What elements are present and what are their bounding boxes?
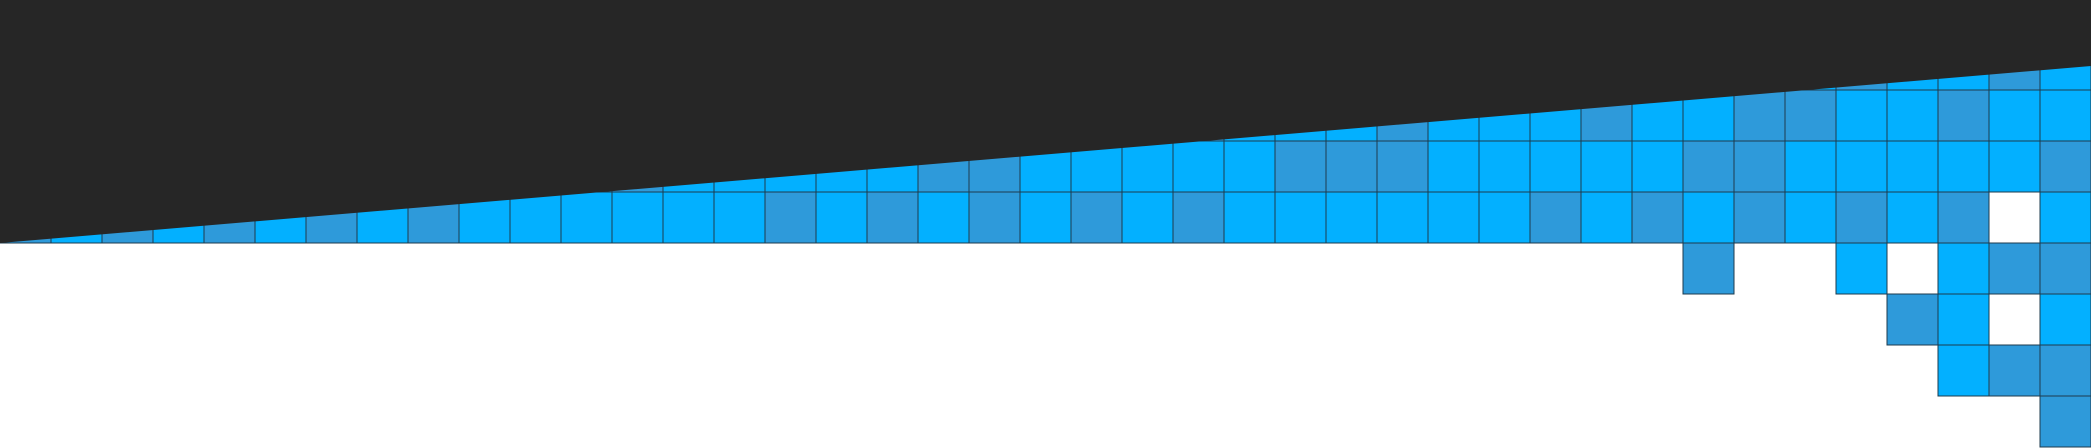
cell <box>1733 89 1786 142</box>
cell <box>1988 140 2041 193</box>
cell <box>1019 191 1072 244</box>
cell <box>1223 140 1276 193</box>
cell <box>1886 89 1939 142</box>
cell <box>917 191 970 244</box>
cell <box>1784 89 1837 142</box>
cell <box>866 191 919 244</box>
cell <box>1274 140 1327 193</box>
cell <box>1937 344 1990 397</box>
cell <box>2039 89 2091 142</box>
cell <box>713 191 766 244</box>
cell <box>1121 191 1174 244</box>
cell <box>1580 191 1633 244</box>
cell <box>1937 140 1990 193</box>
cell <box>1376 191 1429 244</box>
cell <box>611 191 664 244</box>
cell <box>1172 140 1225 193</box>
cell <box>2039 140 2091 193</box>
cell <box>509 191 562 244</box>
cell <box>1682 191 1735 244</box>
cell <box>1784 140 1837 193</box>
cell <box>1835 191 1888 244</box>
cell <box>1682 140 1735 193</box>
cell <box>1478 191 1531 244</box>
cell <box>1427 140 1480 193</box>
cell <box>1886 140 1939 193</box>
cell <box>1988 293 2041 346</box>
cell <box>1988 191 2041 244</box>
cell <box>968 191 1021 244</box>
cell <box>1937 293 1990 346</box>
cell <box>1631 191 1684 244</box>
cell <box>1223 191 1276 244</box>
cell <box>1733 191 1786 244</box>
cell <box>1835 89 1888 142</box>
cell <box>1121 140 1174 193</box>
cell <box>1784 191 1837 244</box>
cell <box>1835 242 1888 295</box>
cell <box>1529 140 1582 193</box>
cell <box>1478 140 1531 193</box>
cell <box>560 191 613 244</box>
cell <box>1325 140 1378 193</box>
cell <box>1631 140 1684 193</box>
cell <box>1070 191 1123 244</box>
cell <box>1172 191 1225 244</box>
cell <box>764 191 817 244</box>
cell <box>1274 191 1327 244</box>
cell <box>2039 293 2091 346</box>
cell <box>1376 140 1429 193</box>
cell <box>815 191 868 244</box>
cell <box>1988 89 2041 142</box>
cell <box>2039 191 2091 244</box>
cell <box>1886 293 1939 346</box>
cell <box>2039 242 2091 295</box>
cell <box>1835 140 1888 193</box>
cell <box>1427 191 1480 244</box>
cell <box>1325 191 1378 244</box>
cell <box>2039 395 2091 448</box>
cell <box>1988 242 2041 295</box>
dark-wedge <box>0 0 2091 243</box>
cell <box>662 191 715 244</box>
cell <box>1682 242 1735 295</box>
cell <box>1886 191 1939 244</box>
cell <box>1886 242 1939 295</box>
cell <box>2039 344 2091 397</box>
cell <box>1937 242 1990 295</box>
cell <box>1988 344 2041 397</box>
cell <box>1937 89 1990 142</box>
cell <box>1937 191 1990 244</box>
cell <box>1529 191 1582 244</box>
cell <box>1580 140 1633 193</box>
cell <box>1733 140 1786 193</box>
